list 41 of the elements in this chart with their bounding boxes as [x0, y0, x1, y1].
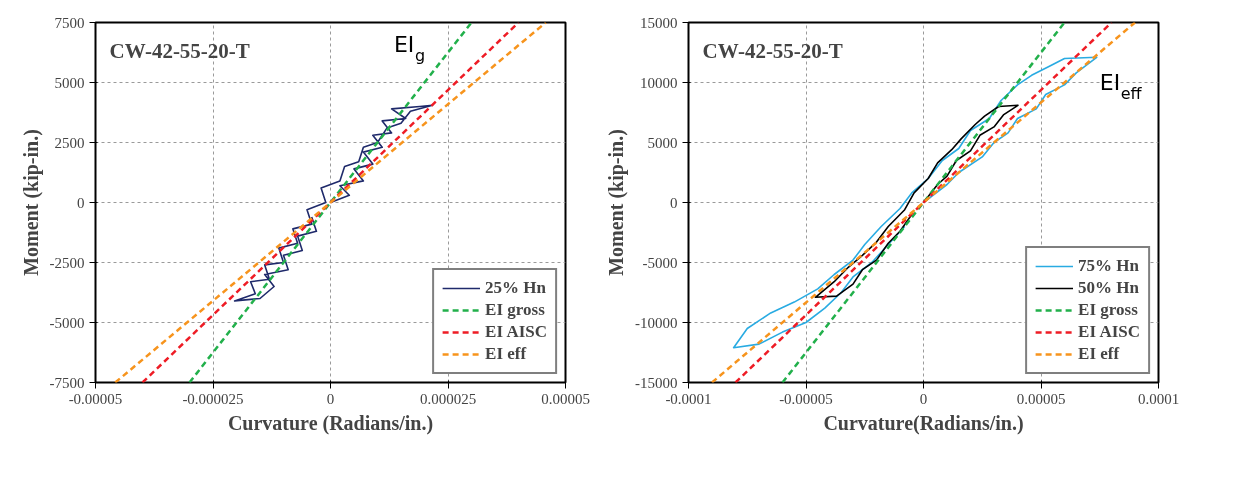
x-tick-label: 0.0001 — [1137, 390, 1180, 407]
y-axis-title: Moment (kip-in.) — [605, 129, 628, 276]
y-axis-title: Moment (kip-in.) — [19, 129, 43, 276]
legend-label: EI gross — [485, 300, 545, 320]
legend-label: 25% Hn — [485, 278, 547, 298]
x-tick-label: 0 — [919, 390, 928, 407]
y-tick-label: -10000 — [635, 314, 678, 331]
y-tick-label: -15000 — [635, 374, 678, 391]
y-tick-label: 7500 — [54, 14, 85, 31]
legend-label: EI AISC — [1078, 322, 1140, 342]
legend-label: EI eff — [485, 344, 527, 364]
x-tick-label: 0.000025 — [419, 390, 477, 407]
y-tick-label: -5000 — [642, 254, 678, 271]
y-tick-label: 15000 — [640, 14, 678, 31]
x-tick-label: -0.0001 — [665, 390, 712, 407]
legend-label: EI AISC — [485, 322, 547, 342]
text: CW-42-55-20-T — [702, 38, 843, 63]
x-axis-title: Curvature(Radians/in.) — [823, 411, 1024, 435]
y-tick-label: -7500 — [49, 374, 85, 391]
text: CW-42-55-20-T — [109, 38, 250, 63]
y-tick-label: 0 — [77, 194, 85, 211]
x-tick-label: -0.00005 — [779, 390, 833, 407]
x-axis-title: Curvature (Radians/in.) — [227, 411, 434, 435]
x-tick-label: 0 — [326, 390, 335, 407]
legend-label: EI gross — [1078, 300, 1138, 320]
y-tick-label: 2500 — [54, 134, 85, 151]
x-tick-label: 0.00005 — [1016, 390, 1066, 407]
y-tick-label: 5000 — [647, 134, 678, 151]
y-tick-label: 5000 — [54, 74, 85, 91]
y-tick-label: 10000 — [640, 74, 678, 91]
line-series — [233, 104, 434, 302]
legend-label: EI eff — [1078, 344, 1120, 364]
y-tick-label: -2500 — [49, 254, 85, 271]
x-tick-label: 0.00005 — [541, 390, 590, 407]
legend-label: 75% Hn — [1078, 256, 1140, 276]
legend-label: 50% Hn — [1078, 278, 1140, 298]
y-tick-label: 0 — [670, 194, 678, 211]
x-tick-label: -0.000025 — [182, 390, 244, 407]
line-series — [814, 104, 1019, 299]
x-tick-label: -0.00005 — [68, 390, 123, 407]
y-tick-label: -5000 — [49, 314, 85, 331]
